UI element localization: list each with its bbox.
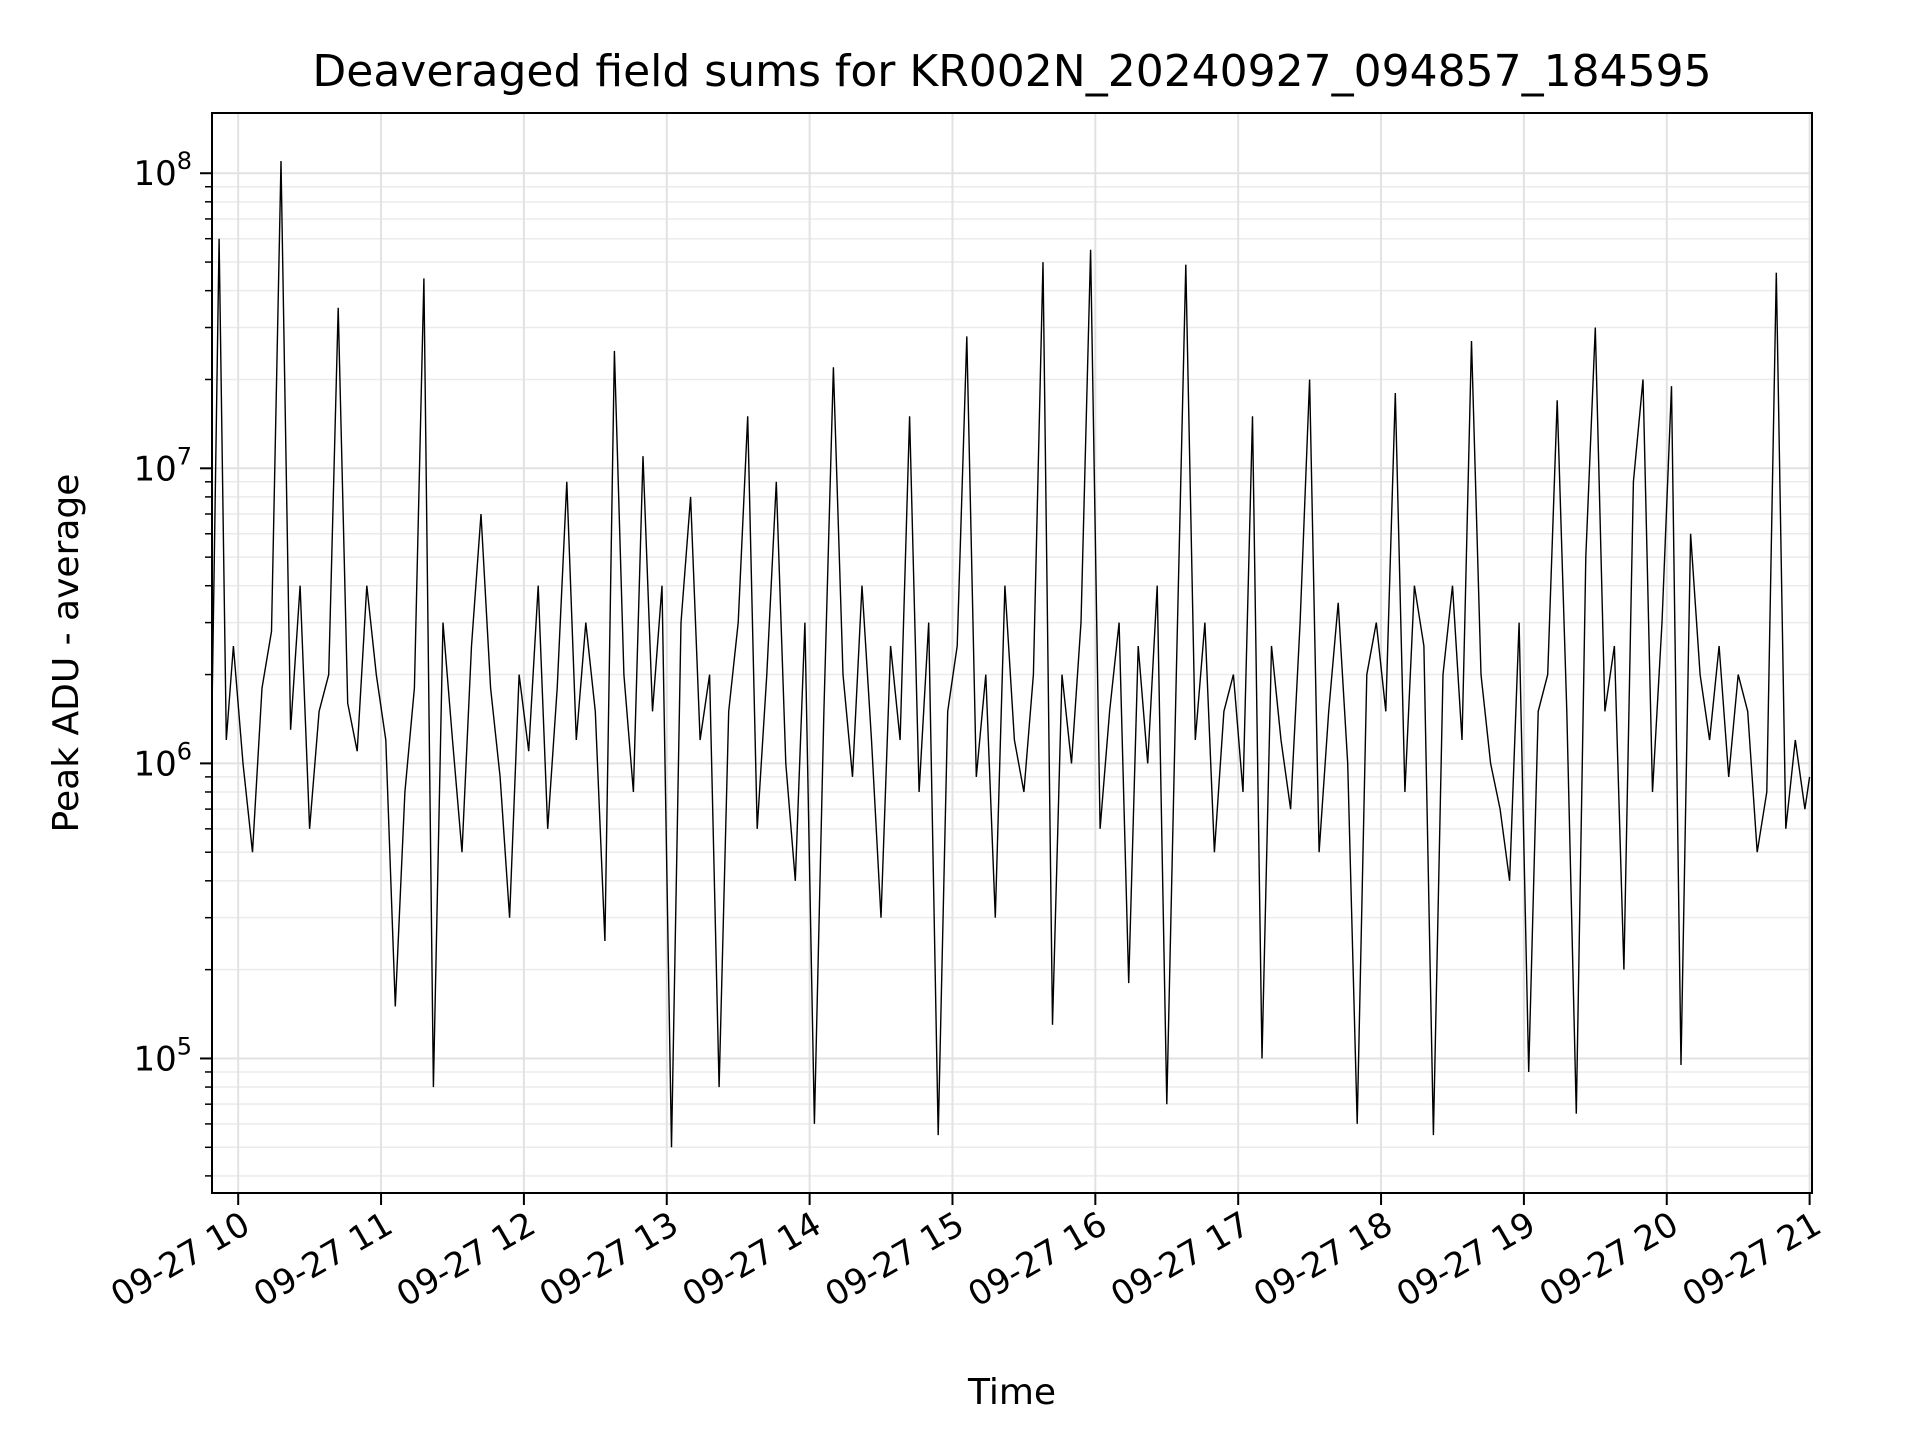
y-tick-label: 107 [133, 442, 192, 489]
x-tick-label: 09-27 14 [676, 1204, 828, 1315]
x-tick-label: 09-27 13 [533, 1204, 685, 1315]
y-tick-label: 108 [133, 147, 192, 194]
plot-frame [211, 112, 1813, 1194]
series-layer [211, 160, 1811, 1148]
x-tick-label: 09-27 17 [1104, 1204, 1256, 1315]
y-tick-label: 106 [133, 737, 192, 784]
x-tick-label: 09-27 18 [1247, 1204, 1399, 1315]
y-axis-ticks: 105 106 107 108 [133, 147, 212, 1177]
major-gridlines [212, 113, 1812, 1193]
minor-gridlines [212, 185, 1812, 1177]
x-tick-label: 09-27 12 [390, 1204, 542, 1315]
x-tick-label: 09-27 20 [1533, 1204, 1685, 1315]
x-tick-label: 09-27 15 [819, 1204, 971, 1315]
x-tick-label: 09-27 10 [104, 1204, 256, 1315]
x-tick-label: 09-27 16 [961, 1204, 1113, 1315]
series-line [211, 160, 1811, 1148]
x-axis-label: Time [967, 1372, 1056, 1413]
y-tick-label: 105 [133, 1032, 192, 1079]
x-tick-label: 09-27 11 [247, 1204, 399, 1315]
y-axis-label: Peak ADU - average [46, 474, 87, 833]
x-tick-label: 09-27 21 [1676, 1204, 1828, 1315]
x-tick-label: 09-27 19 [1390, 1204, 1542, 1315]
chart-title: Deaveraged field sums for KR002N_2024092… [312, 46, 1711, 97]
